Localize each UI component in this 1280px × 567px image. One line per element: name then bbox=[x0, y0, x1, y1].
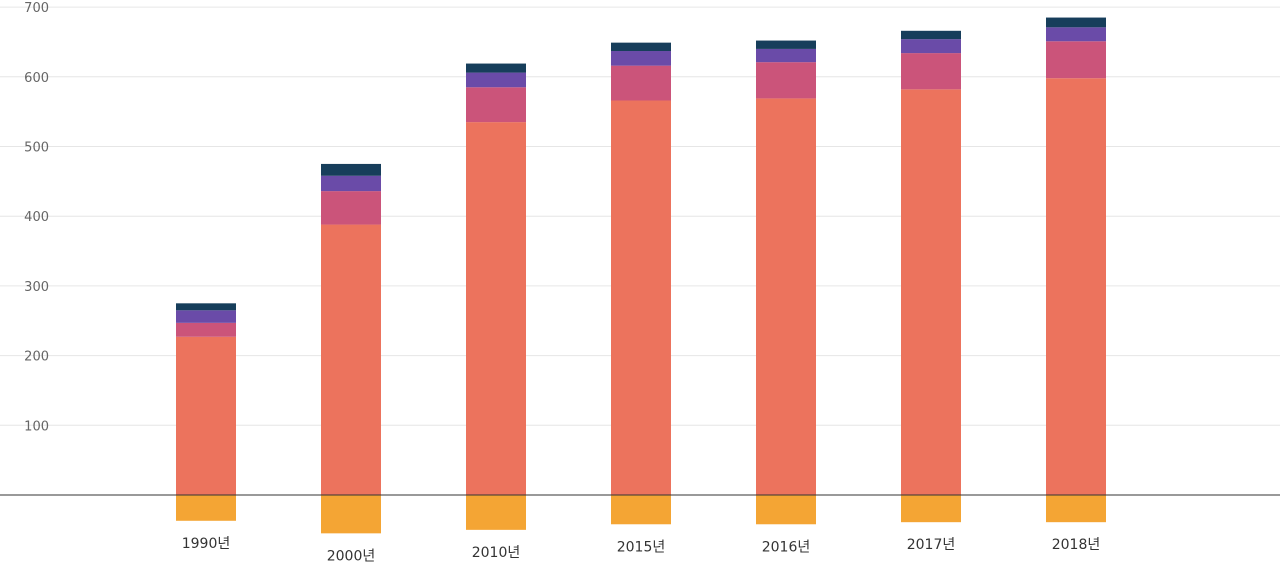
bar-segment-4-2 bbox=[466, 72, 526, 88]
bar-segment-3-4 bbox=[756, 62, 816, 99]
bar-segment-5-6 bbox=[1046, 17, 1106, 28]
bar-segment-1-6 bbox=[1046, 495, 1106, 523]
x-tick-label: 2000년 bbox=[327, 548, 376, 563]
bar-segment-1-3 bbox=[611, 495, 671, 525]
bar-segment-2-5 bbox=[901, 89, 961, 495]
bar-segment-5-1 bbox=[321, 163, 381, 176]
bar-segment-2-6 bbox=[1046, 78, 1106, 495]
bar-segment-3-3 bbox=[611, 65, 671, 101]
bar-segment-5-5 bbox=[901, 30, 961, 40]
bar-segment-4-6 bbox=[1046, 27, 1106, 42]
bar-segment-4-1 bbox=[321, 175, 381, 192]
x-tick-label: 1990년 bbox=[182, 536, 231, 552]
y-tick-label: 500 bbox=[24, 141, 49, 156]
y-tick-label: 300 bbox=[24, 280, 49, 295]
y-tick-label: 100 bbox=[24, 419, 49, 434]
bar-segment-2-3 bbox=[611, 100, 671, 496]
bar-segment-1-0 bbox=[176, 495, 236, 521]
bar-segment-1-5 bbox=[901, 495, 961, 523]
x-tick-label: 2017년 bbox=[907, 537, 956, 553]
bar-segment-4-3 bbox=[611, 51, 671, 66]
bar-segment-1-4 bbox=[756, 495, 816, 525]
bar-segment-1-1 bbox=[321, 495, 381, 534]
x-tick-label: 2010년 bbox=[472, 545, 521, 561]
bars bbox=[176, 17, 1106, 534]
bar-segment-3-6 bbox=[1046, 41, 1106, 79]
bar-segment-1-2 bbox=[466, 495, 526, 530]
y-tick-label: 600 bbox=[24, 71, 49, 86]
bar-segment-2-1 bbox=[321, 224, 381, 495]
y-tick-label: 200 bbox=[24, 350, 49, 365]
x-tick-label: 2018년 bbox=[1052, 537, 1101, 553]
bar-segment-3-0 bbox=[176, 322, 236, 337]
bar-segment-4-0 bbox=[176, 310, 236, 323]
bar-segment-2-4 bbox=[756, 98, 816, 496]
bar-segment-5-0 bbox=[176, 303, 236, 311]
bar-segment-5-3 bbox=[611, 42, 671, 52]
x-tick-label: 2016년 bbox=[762, 539, 811, 555]
bar-segment-5-4 bbox=[756, 40, 816, 49]
bar-segment-4-5 bbox=[901, 39, 961, 54]
y-tick-label: 400 bbox=[24, 210, 49, 225]
bar-segment-3-1 bbox=[321, 191, 381, 225]
y-tick-label: 700 bbox=[24, 1, 49, 16]
x-tick-label: 2015년 bbox=[617, 539, 666, 555]
bar-segment-2-2 bbox=[466, 122, 526, 495]
tick-labels: 100 200 300 400 500 600 700 1990년 2000년 2010년 2015… bbox=[24, 1, 1101, 564]
bar-segment-5-2 bbox=[466, 63, 526, 73]
bar-segment-3-2 bbox=[466, 87, 526, 123]
bar-segment-3-5 bbox=[901, 53, 961, 90]
bar-segment-4-4 bbox=[756, 48, 816, 63]
bar-segment-2-0 bbox=[176, 336, 236, 495]
